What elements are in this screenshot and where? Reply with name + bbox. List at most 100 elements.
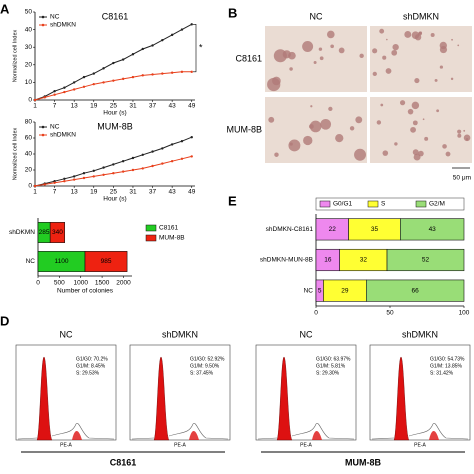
data-point <box>131 75 135 79</box>
legend-marker <box>41 15 45 19</box>
panel-title: NC <box>300 329 313 339</box>
annotation: * <box>199 42 203 52</box>
data-point <box>102 81 105 84</box>
colony <box>355 116 363 124</box>
data-point <box>121 58 125 61</box>
y-tick-label: 50 <box>25 9 33 16</box>
x-tick-label: 1 <box>33 103 37 110</box>
data-point <box>102 67 105 70</box>
significance-bracket <box>193 24 197 73</box>
x-tick-label: 37 <box>149 189 157 196</box>
panel-title: NC <box>60 329 73 339</box>
y-tick-label: 30 <box>25 44 33 51</box>
colony <box>288 139 301 152</box>
y-tick-label: 0 <box>28 97 32 104</box>
data-point <box>151 164 154 168</box>
data-point <box>121 77 125 81</box>
y-tick-label: 0 <box>28 183 32 190</box>
cycle-stat: G1/G0: 52.92% <box>190 356 225 362</box>
data-point <box>190 23 193 26</box>
colony <box>282 50 291 59</box>
data-point <box>180 157 184 160</box>
cycle-stat: G1/G0: 54.73% <box>430 356 465 362</box>
legend-marker <box>41 23 45 27</box>
colony <box>328 106 333 112</box>
y-tick-label: 20 <box>25 62 33 69</box>
x-tick-label: 500 <box>54 280 65 287</box>
bar-segment <box>366 279 465 302</box>
x-tick-label: 1500 <box>95 280 110 287</box>
data-point <box>141 153 144 156</box>
data-point <box>141 74 144 77</box>
legend-label: G2/M <box>429 201 445 208</box>
data-point <box>161 147 164 150</box>
legend-label: shDMKN <box>50 22 76 29</box>
chart-title: MUM-8B <box>97 121 133 131</box>
data-point <box>131 53 135 56</box>
colony <box>451 38 453 41</box>
colony <box>372 71 377 77</box>
data-point <box>82 75 86 79</box>
x-axis-label: Hour (s) <box>103 196 126 203</box>
x-tick-label: 2000 <box>116 280 131 287</box>
cycle-stat: G1/M: 13.85% <box>430 363 463 369</box>
data-point <box>82 85 86 89</box>
y-axis-label: Normalized cell Index <box>12 127 18 180</box>
x-tick-label: 1 <box>33 189 37 196</box>
colony <box>268 116 275 123</box>
colony <box>319 56 324 61</box>
colony <box>445 151 451 157</box>
colony <box>274 152 279 157</box>
data-point <box>131 156 135 160</box>
colony <box>457 129 462 134</box>
colony <box>424 136 429 141</box>
data-point <box>72 175 76 178</box>
value-label: 32 <box>360 257 368 264</box>
colony <box>434 78 438 82</box>
colony <box>376 120 382 125</box>
data-point <box>161 162 164 165</box>
cycle-curve <box>17 422 115 440</box>
x-tick-label: 7 <box>53 189 57 196</box>
colony <box>382 55 387 60</box>
legend-label: MUM-8B <box>159 235 185 242</box>
data-point <box>151 73 154 76</box>
legend-label: shDMKN <box>50 132 76 139</box>
colony <box>439 65 443 69</box>
data-point <box>102 173 105 176</box>
cycle-curve <box>371 422 469 440</box>
x-tick-label: 50 <box>386 310 394 317</box>
x-tick-label: 0 <box>314 310 318 317</box>
colony <box>310 105 313 108</box>
data-point <box>190 70 193 74</box>
y-tick-label: 60 <box>25 135 33 142</box>
colony <box>318 47 323 51</box>
cycle-stat: G1/G0: 63.97% <box>316 356 351 362</box>
y-tick-label: 40 <box>25 26 33 33</box>
colony <box>410 126 416 133</box>
bar-segment <box>386 248 465 272</box>
data-point <box>63 90 66 94</box>
column-label: shDMKN <box>403 11 439 21</box>
colony <box>382 150 389 156</box>
colony <box>303 135 313 146</box>
data-point <box>63 180 66 183</box>
colony <box>457 44 460 47</box>
colony <box>359 53 364 59</box>
data-point <box>131 168 135 172</box>
g2-peak <box>312 430 322 440</box>
colony <box>399 100 406 106</box>
colony <box>463 129 466 132</box>
panel-letter: E <box>228 193 237 208</box>
y-axis-label: Normalized cell Index <box>12 29 18 82</box>
data-point <box>141 167 144 170</box>
colony <box>412 149 419 156</box>
data-point <box>141 47 144 51</box>
bar-segment <box>400 218 465 241</box>
y-tick-label: 20 <box>25 167 33 174</box>
data-point <box>53 90 56 93</box>
x-tick-label: 13 <box>71 189 79 196</box>
x-tick-label: 7 <box>53 103 57 110</box>
column-label: NC <box>310 11 323 21</box>
scale-bar-label: 50 μm <box>453 175 471 182</box>
